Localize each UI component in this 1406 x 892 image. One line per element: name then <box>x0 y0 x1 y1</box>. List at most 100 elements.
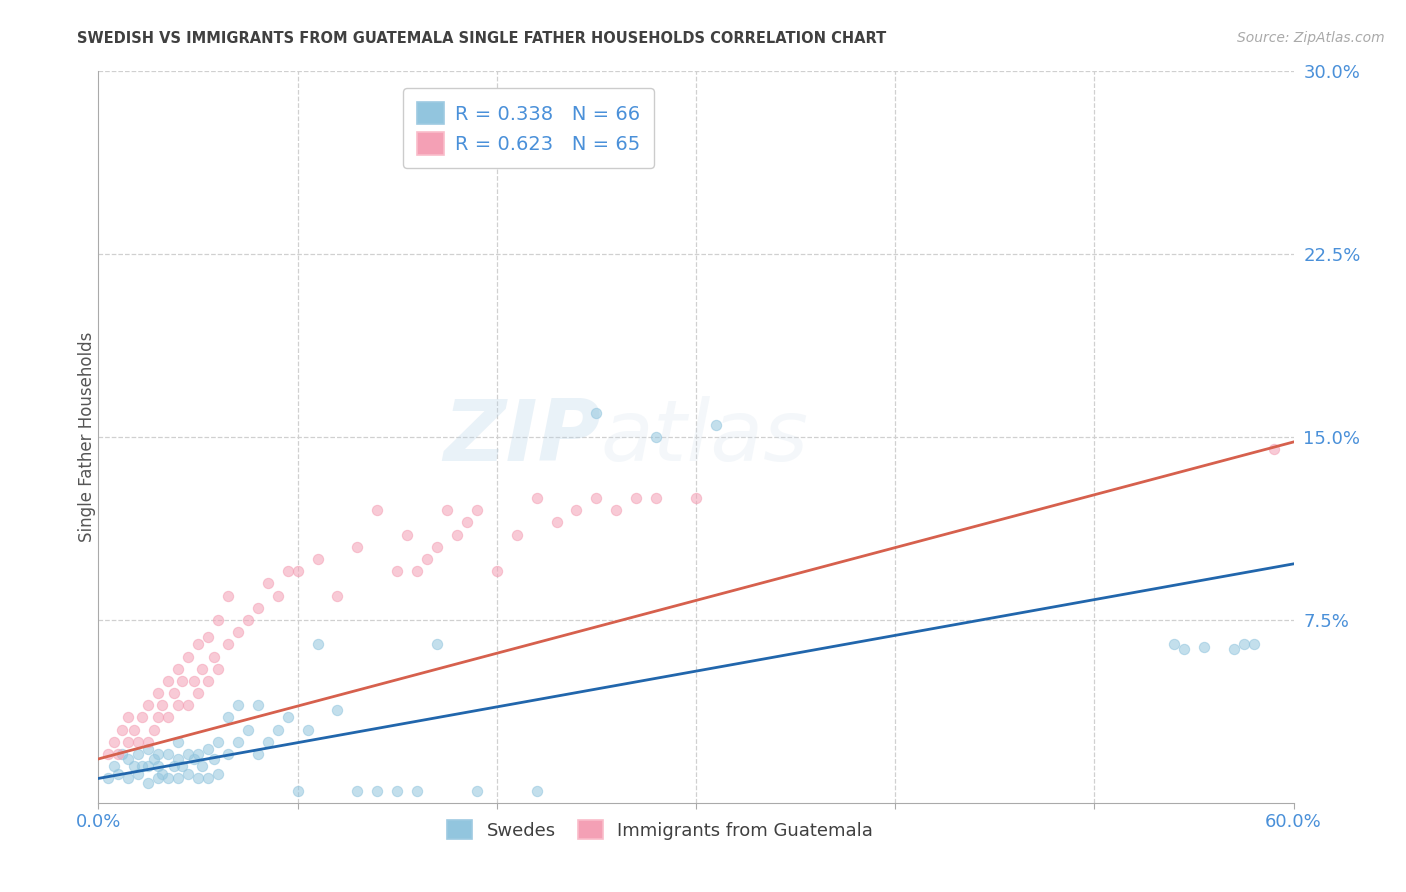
Immigrants from Guatemala <box>197 673 219 688</box>
Swedes <box>136 776 159 790</box>
Swedes <box>326 703 349 717</box>
Immigrants from Guatemala <box>426 540 449 554</box>
Immigrants from Guatemala <box>107 747 129 761</box>
Swedes <box>197 742 219 756</box>
Immigrants from Guatemala <box>436 503 458 517</box>
Swedes <box>191 759 214 773</box>
Swedes <box>246 698 269 713</box>
Immigrants from Guatemala <box>177 698 200 713</box>
Swedes <box>107 766 129 780</box>
Immigrants from Guatemala <box>177 649 200 664</box>
Text: Source: ZipAtlas.com: Source: ZipAtlas.com <box>1237 31 1385 45</box>
Swedes <box>1192 640 1215 654</box>
Swedes <box>111 747 134 761</box>
Immigrants from Guatemala <box>456 516 478 530</box>
Immigrants from Guatemala <box>226 625 249 640</box>
Immigrants from Guatemala <box>103 735 125 749</box>
Immigrants from Guatemala <box>465 503 488 517</box>
Immigrants from Guatemala <box>127 735 149 749</box>
Swedes <box>103 759 125 773</box>
Immigrants from Guatemala <box>167 698 190 713</box>
Immigrants from Guatemala <box>117 735 139 749</box>
Swedes <box>136 742 159 756</box>
Swedes <box>124 759 146 773</box>
Immigrants from Guatemala <box>626 491 648 505</box>
Immigrants from Guatemala <box>385 564 409 578</box>
Immigrants from Guatemala <box>366 503 388 517</box>
Swedes <box>187 747 209 761</box>
Swedes <box>167 772 190 786</box>
Swedes <box>267 723 290 737</box>
Swedes <box>406 783 429 797</box>
Swedes <box>1173 642 1195 657</box>
Swedes <box>127 766 149 780</box>
Swedes <box>236 723 259 737</box>
Immigrants from Guatemala <box>163 686 186 700</box>
Swedes <box>256 735 278 749</box>
Immigrants from Guatemala <box>157 710 180 724</box>
Immigrants from Guatemala <box>645 491 668 505</box>
Swedes <box>645 430 668 444</box>
Immigrants from Guatemala <box>565 503 588 517</box>
Immigrants from Guatemala <box>136 735 159 749</box>
Immigrants from Guatemala <box>256 576 278 591</box>
Immigrants from Guatemala <box>207 662 229 676</box>
Immigrants from Guatemala <box>685 491 707 505</box>
Swedes <box>197 772 219 786</box>
Immigrants from Guatemala <box>406 564 429 578</box>
Immigrants from Guatemala <box>136 698 159 713</box>
Immigrants from Guatemala <box>172 673 194 688</box>
Text: ZIP: ZIP <box>443 395 600 479</box>
Immigrants from Guatemala <box>111 723 134 737</box>
Swedes <box>366 783 388 797</box>
Immigrants from Guatemala <box>446 527 468 541</box>
Immigrants from Guatemala <box>267 589 290 603</box>
Immigrants from Guatemala <box>585 491 607 505</box>
Swedes <box>150 766 173 780</box>
Immigrants from Guatemala <box>277 564 299 578</box>
Swedes <box>187 772 209 786</box>
Swedes <box>426 637 449 651</box>
Swedes <box>136 759 159 773</box>
Swedes <box>287 783 309 797</box>
Swedes <box>143 752 166 766</box>
Immigrants from Guatemala <box>148 686 170 700</box>
Swedes <box>1233 637 1256 651</box>
Immigrants from Guatemala <box>117 710 139 724</box>
Immigrants from Guatemala <box>287 564 309 578</box>
Immigrants from Guatemala <box>97 747 120 761</box>
Swedes <box>157 747 180 761</box>
Immigrants from Guatemala <box>157 673 180 688</box>
Swedes <box>117 772 139 786</box>
Swedes <box>585 406 607 420</box>
Immigrants from Guatemala <box>546 516 568 530</box>
Swedes <box>226 735 249 749</box>
Swedes <box>167 735 190 749</box>
Text: atlas: atlas <box>600 395 808 479</box>
Swedes <box>163 759 186 773</box>
Immigrants from Guatemala <box>202 649 225 664</box>
Swedes <box>297 723 319 737</box>
Immigrants from Guatemala <box>191 662 214 676</box>
Immigrants from Guatemala <box>346 540 368 554</box>
Text: SWEDISH VS IMMIGRANTS FROM GUATEMALA SINGLE FATHER HOUSEHOLDS CORRELATION CHART: SWEDISH VS IMMIGRANTS FROM GUATEMALA SIN… <box>77 31 887 46</box>
Swedes <box>277 710 299 724</box>
Swedes <box>183 752 205 766</box>
Swedes <box>307 637 329 651</box>
Immigrants from Guatemala <box>217 589 239 603</box>
Immigrants from Guatemala <box>416 552 439 566</box>
Swedes <box>172 759 194 773</box>
Swedes <box>1163 637 1185 651</box>
Immigrants from Guatemala <box>124 723 146 737</box>
Swedes <box>207 735 229 749</box>
Immigrants from Guatemala <box>217 637 239 651</box>
Immigrants from Guatemala <box>148 710 170 724</box>
Swedes <box>1223 642 1246 657</box>
Immigrants from Guatemala <box>131 710 153 724</box>
Swedes <box>167 752 190 766</box>
Swedes <box>177 747 200 761</box>
Swedes <box>148 759 170 773</box>
Immigrants from Guatemala <box>143 723 166 737</box>
Y-axis label: Single Father Households: Single Father Households <box>79 332 96 542</box>
Swedes <box>246 747 269 761</box>
